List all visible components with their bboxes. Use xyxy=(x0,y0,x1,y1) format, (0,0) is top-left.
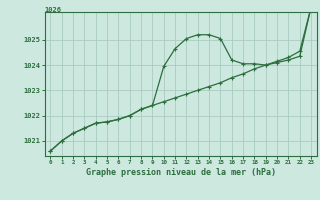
X-axis label: Graphe pression niveau de la mer (hPa): Graphe pression niveau de la mer (hPa) xyxy=(86,168,276,177)
Text: 1026: 1026 xyxy=(45,7,62,13)
